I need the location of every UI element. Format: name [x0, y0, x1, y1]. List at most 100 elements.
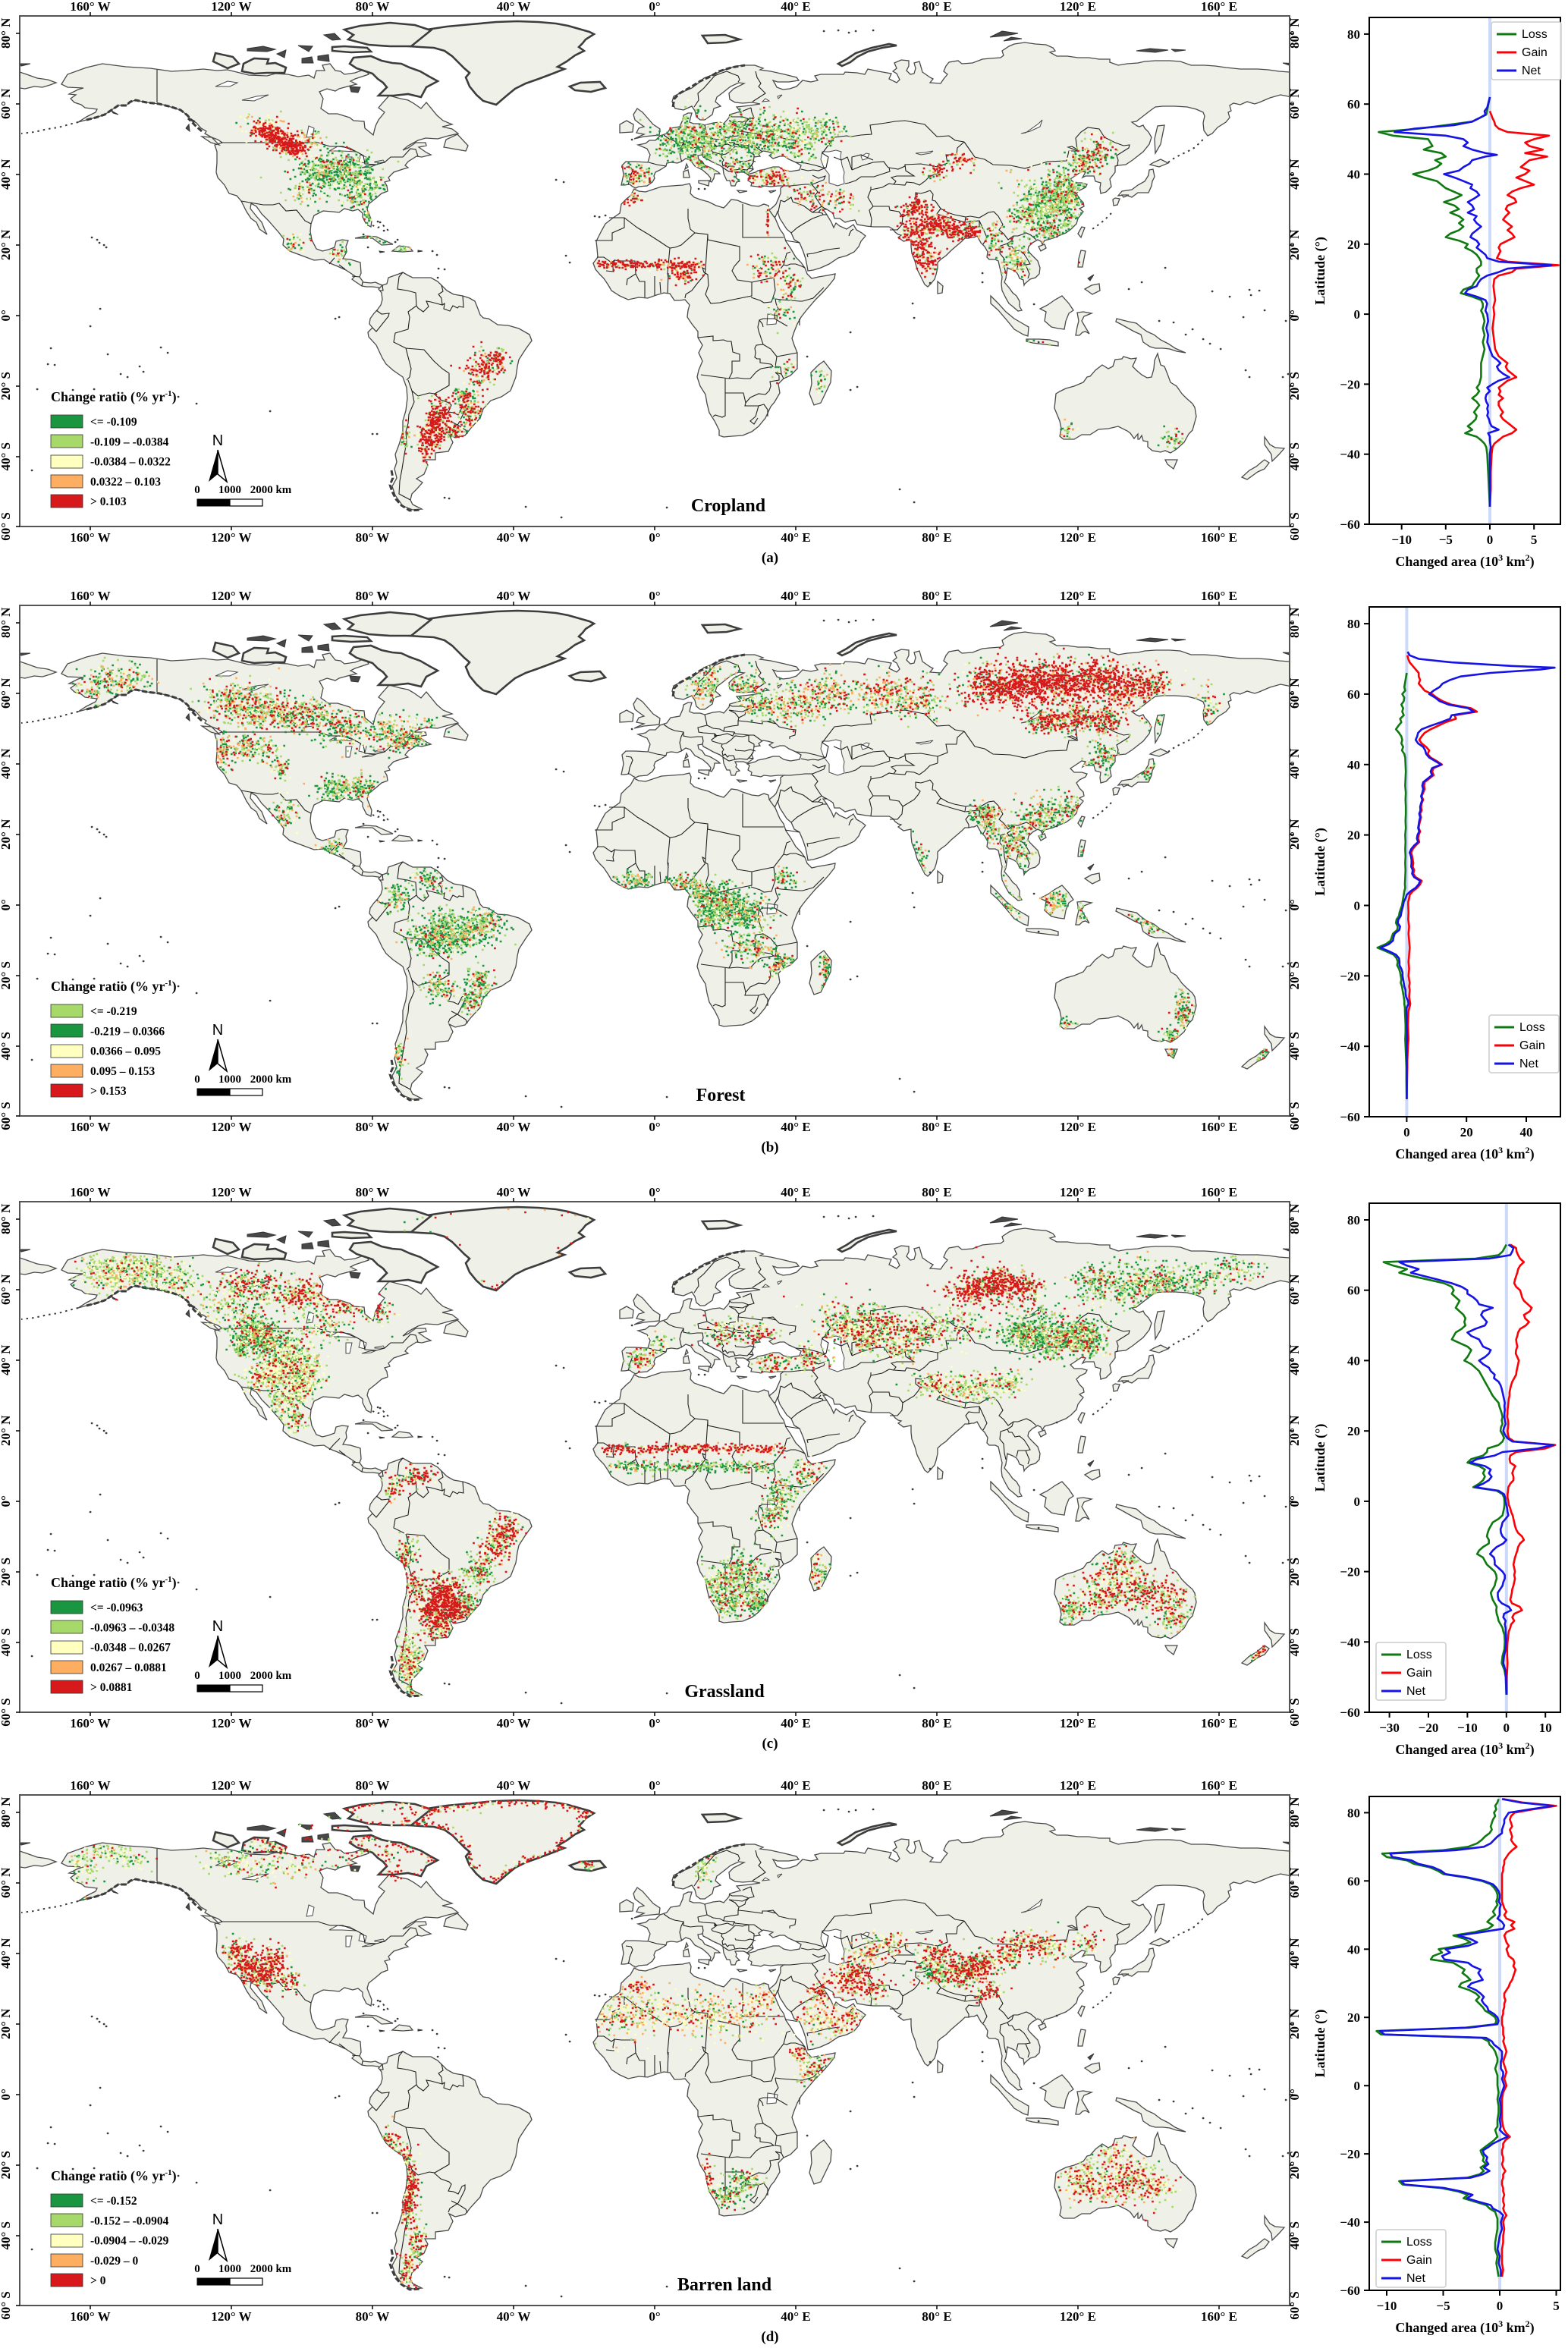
svg-text:Loss: Loss [1406, 2236, 1432, 2249]
svg-text:40° E: 40° E [781, 1716, 810, 1730]
svg-text:60° N: 60° N [0, 677, 13, 709]
svg-text:0°: 0° [1287, 899, 1302, 910]
svg-text:20: 20 [1347, 237, 1360, 252]
svg-text:40° W: 40° W [497, 1778, 531, 1793]
svg-text:80° N: 80° N [0, 1796, 13, 1828]
svg-text:60° S: 60° S [0, 2291, 13, 2320]
svg-text:20° S: 20° S [1287, 961, 1302, 990]
svg-text:Gain: Gain [1519, 1039, 1545, 1052]
svg-text:40: 40 [1347, 758, 1360, 772]
svg-text:80: 80 [1347, 1213, 1360, 1227]
svg-text:60° S: 60° S [1287, 512, 1302, 541]
svg-text:−20: −20 [1340, 969, 1360, 983]
svg-text:80° E: 80° E [922, 2309, 951, 2324]
svg-text:60° N: 60° N [1287, 1274, 1302, 1305]
svg-text:40° E: 40° E [781, 0, 810, 14]
svg-text:Latitude (°): Latitude (°) [1312, 2010, 1328, 2078]
svg-text:N: N [212, 1022, 223, 1039]
svg-text:−40: −40 [1340, 1039, 1360, 1054]
svg-text:Latitude (°): Latitude (°) [1312, 1424, 1328, 1492]
svg-text:40° S: 40° S [0, 1628, 13, 1657]
svg-text:-0.029 – 0: -0.029 – 0 [90, 2255, 139, 2268]
svg-text:160° E: 160° E [1201, 1120, 1237, 1134]
svg-text:60: 60 [1347, 97, 1360, 112]
svg-text:160° W: 160° W [70, 0, 110, 14]
svg-text:> 0: > 0 [90, 2274, 106, 2287]
svg-text:40° W: 40° W [497, 1120, 531, 1134]
svg-text:Latitude (°): Latitude (°) [1312, 237, 1328, 305]
svg-text:60° N: 60° N [1287, 1867, 1302, 1898]
svg-text:80° W: 80° W [356, 0, 390, 14]
svg-text:40° W: 40° W [497, 530, 531, 545]
svg-text:2000 km: 2000 km [250, 2263, 292, 2275]
svg-text:40° W: 40° W [497, 0, 531, 14]
svg-text:−60: −60 [1340, 517, 1360, 532]
svg-text:80: 80 [1347, 617, 1360, 631]
svg-text:Changed area (103 km2): Changed area (103 km2) [1395, 1145, 1534, 1162]
svg-text:20: 20 [1460, 1125, 1473, 1139]
svg-text:40° N: 40° N [0, 1938, 13, 1969]
svg-text:80° W: 80° W [356, 1120, 390, 1134]
svg-text:160° E: 160° E [1201, 530, 1237, 545]
svg-text:80° W: 80° W [356, 1778, 390, 1793]
svg-text:40° N: 40° N [1287, 1938, 1302, 1969]
svg-text:40° S: 40° S [1287, 442, 1302, 471]
svg-text:60: 60 [1347, 687, 1360, 702]
svg-text:160° W: 160° W [70, 1185, 110, 1199]
svg-text:1000: 1000 [218, 2263, 241, 2275]
svg-text:80: 80 [1347, 1806, 1360, 1820]
svg-text:Changed area (103 km2): Changed area (103 km2) [1395, 1740, 1534, 1758]
svg-text:40° S: 40° S [1287, 2221, 1302, 2250]
svg-text:0°: 0° [1287, 2089, 1302, 2100]
svg-text:40° N: 40° N [0, 1344, 13, 1375]
svg-text:−20: −20 [1340, 377, 1360, 391]
svg-text:40° N: 40° N [1287, 159, 1302, 190]
svg-text:−10: −10 [1391, 533, 1412, 547]
svg-text:Forest: Forest [696, 1086, 746, 1105]
svg-text:0: 0 [1354, 307, 1361, 322]
svg-text:60° S: 60° S [1287, 2291, 1302, 2320]
svg-text:40° S: 40° S [0, 442, 13, 471]
svg-text:20: 20 [1347, 1424, 1360, 1438]
svg-text:0: 0 [1354, 1495, 1361, 1509]
svg-text:-0.0384 – 0.0322: -0.0384 – 0.0322 [90, 456, 171, 469]
svg-text:80° E: 80° E [922, 0, 951, 14]
svg-text:20: 20 [1347, 2010, 1360, 2025]
svg-text:0: 0 [1497, 2299, 1504, 2313]
svg-text:120° E: 120° E [1060, 2309, 1096, 2324]
svg-text:<= -0.219: <= -0.219 [90, 1005, 137, 1018]
svg-text:60° S: 60° S [0, 1102, 13, 1130]
svg-text:80: 80 [1347, 27, 1360, 42]
svg-text:-0.152 – -0.0904: -0.152 – -0.0904 [90, 2214, 169, 2227]
svg-text:120° W: 120° W [211, 0, 251, 14]
svg-text:Net: Net [1406, 2272, 1425, 2285]
svg-text:20° S: 20° S [0, 2151, 13, 2180]
svg-text:120° W: 120° W [211, 1120, 251, 1134]
svg-text:80° N: 80° N [1287, 17, 1302, 49]
svg-text:120° W: 120° W [211, 2309, 251, 2324]
svg-text:Changed area (103 km2): Changed area (103 km2) [1395, 552, 1534, 570]
svg-text:40° W: 40° W [497, 589, 531, 603]
svg-text:Change ratio (% yr-1): Change ratio (% yr-1) [51, 1575, 177, 1591]
svg-text:0.0366 – 0.095: 0.0366 – 0.095 [90, 1045, 161, 1058]
svg-text:-0.0904 – -0.029: -0.0904 – -0.029 [90, 2235, 169, 2248]
svg-text:0: 0 [1504, 1721, 1510, 1735]
svg-text:80° E: 80° E [922, 1185, 951, 1199]
svg-text:1000: 1000 [218, 1670, 241, 1682]
svg-text:0°: 0° [649, 1716, 660, 1730]
svg-text:0.0267 – 0.0881: 0.0267 – 0.0881 [90, 1661, 167, 1674]
svg-text:Gain: Gain [1406, 2254, 1432, 2267]
svg-text:Change ratio (% yr-1): Change ratio (% yr-1) [51, 389, 177, 405]
svg-text:60° S: 60° S [1287, 1102, 1302, 1130]
svg-text:160° E: 160° E [1201, 0, 1237, 14]
svg-text:120° E: 120° E [1060, 1185, 1096, 1199]
svg-text:80° N: 80° N [1287, 607, 1302, 638]
svg-text:0°: 0° [649, 0, 660, 14]
svg-text:0°: 0° [0, 2089, 13, 2100]
svg-text:5: 5 [1531, 533, 1538, 547]
svg-text:Loss: Loss [1522, 28, 1548, 41]
svg-text:(b): (b) [761, 1139, 778, 1155]
svg-text:80° W: 80° W [356, 1716, 390, 1730]
svg-text:40° S: 40° S [0, 2221, 13, 2250]
svg-text:40° E: 40° E [781, 589, 810, 603]
